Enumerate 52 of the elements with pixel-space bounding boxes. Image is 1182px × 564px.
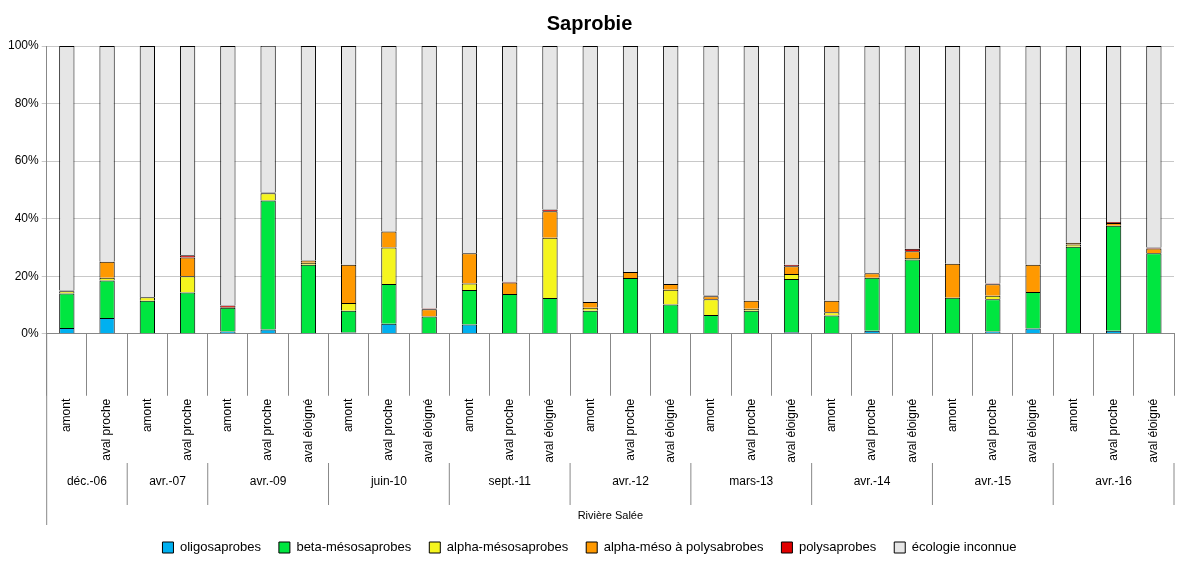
x-tick-label: aval proche (743, 398, 758, 461)
y-tick-label: 0% (21, 326, 40, 341)
x-tick-label: amont (340, 398, 355, 433)
y-tick-label: 80% (14, 95, 40, 110)
x-tick-label: aval éloigné (1146, 398, 1161, 463)
x-tick-label: amont (1065, 398, 1080, 433)
x-tick-label: aval proche (260, 398, 275, 461)
legend-label: alpha-mésosaprobes (446, 539, 569, 555)
legend-label: écologie inconnue (911, 539, 1017, 555)
x-tick-label: aval éloigné (663, 398, 678, 463)
y-tick-label: 40% (14, 210, 40, 225)
text: mars-13 (729, 474, 774, 489)
text: avr.-14 (853, 474, 891, 489)
x-tick-label: aval éloigné (904, 398, 919, 463)
x-tick-label: amont (824, 398, 839, 433)
x-tick-label: aval proche (502, 398, 517, 461)
text: avr.-15 (974, 474, 1012, 489)
x-axis-title: Rivière Salée (577, 509, 644, 522)
text: avr.-07 (149, 474, 187, 489)
x-tick-label: amont (944, 398, 959, 433)
x-tick-label: aval proche (1105, 398, 1120, 461)
text: avr.-09 (249, 474, 287, 489)
legend-label: alpha-méso à polysabrobes (603, 539, 764, 555)
x-tick-label: amont (703, 398, 718, 433)
x-tick-label: aval proche (985, 398, 1000, 461)
x-tick-label: aval proche (622, 398, 637, 461)
y-tick-label: 20% (14, 268, 40, 283)
y-tick-label: 100% (7, 38, 40, 53)
x-tick-label: aval éloigné (783, 398, 798, 463)
x-tick-label: aval proche (99, 398, 114, 461)
x-tick-label: aval éloigné (542, 398, 557, 463)
x-tick-label: amont (59, 398, 74, 433)
chart-title: Saprobie (546, 11, 633, 34)
text: sept.-11 (488, 474, 532, 489)
text: avr.-12 (612, 474, 650, 489)
legend-label: polysaprobes (798, 539, 877, 555)
x-tick-label: amont (461, 398, 476, 433)
x-tick-label: amont (139, 398, 154, 433)
x-tick-label: aval éloigné (421, 398, 436, 463)
x-tick-label: aval éloigné (300, 398, 315, 463)
x-tick-label: aval proche (381, 398, 396, 461)
x-tick-label: aval proche (864, 398, 879, 461)
text: avr.-16 (1095, 474, 1133, 489)
y-tick-label: 60% (14, 153, 40, 168)
x-tick-label: amont (220, 398, 235, 433)
x-tick-label: amont (582, 398, 597, 433)
x-tick-label: aval éloigné (1025, 398, 1040, 463)
x-tick-label: aval proche (179, 398, 194, 461)
legend-label: oligosaprobes (179, 539, 262, 555)
legend-label: beta-mésosaprobes (296, 539, 412, 555)
text: déc.-06 (66, 474, 108, 489)
text: juin-10 (369, 474, 408, 489)
